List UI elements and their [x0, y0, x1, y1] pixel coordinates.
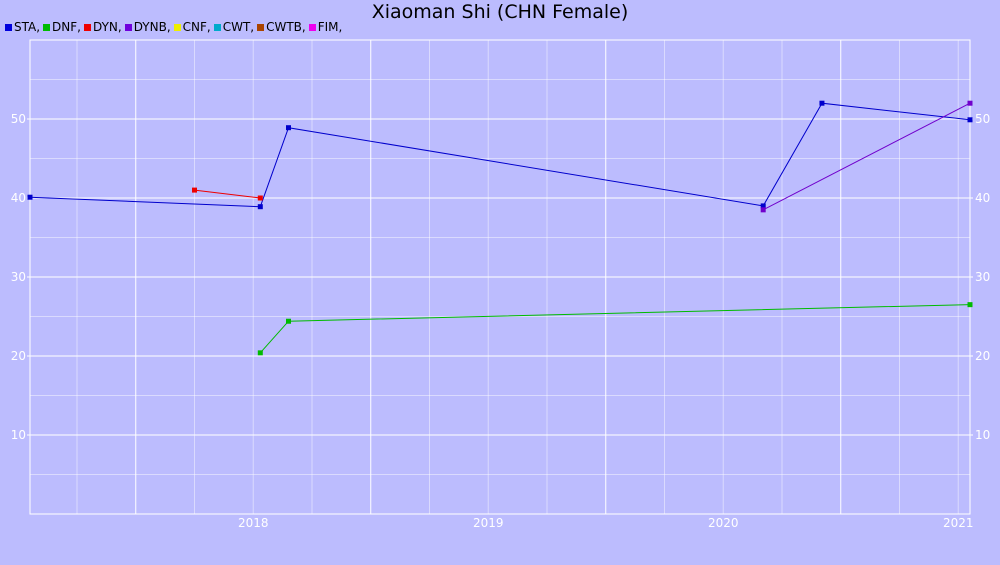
data-point-sta — [967, 117, 973, 123]
data-point-sta — [286, 125, 291, 131]
series-line-sta — [29, 102, 971, 208]
y-tick-label-right: 30 — [975, 270, 990, 284]
y-tick-label-left: 50 — [11, 112, 26, 126]
legend-swatch — [308, 23, 316, 31]
grid — [30, 40, 970, 514]
x-tick-label: 2019 — [473, 516, 504, 530]
legend-swatch — [213, 23, 221, 31]
legend-item: DYN, — [83, 20, 122, 34]
legend-label: CWT, — [222, 20, 255, 34]
legend-item: DYNB, — [124, 20, 171, 34]
y-tick-label-right: 10 — [975, 428, 990, 442]
data-point-dynb — [760, 207, 766, 213]
legend-item: CNF, — [173, 20, 211, 34]
data-point-sta — [819, 100, 825, 106]
legend-swatch — [5, 23, 12, 31]
legend-swatch — [257, 23, 265, 31]
y-tick-label-left: 30 — [11, 270, 26, 284]
legend-swatch — [173, 23, 181, 31]
y-tick-label-right: 50 — [975, 112, 990, 126]
data-point-dnf — [286, 318, 291, 324]
y-tick-label-left: 40 — [11, 191, 26, 205]
legend-label: FIM, — [317, 20, 343, 34]
legend-item: CWTB, — [257, 20, 306, 34]
data-point-sta — [257, 204, 263, 210]
x-tick-label: 2021 — [943, 516, 974, 530]
legend-label: DYN, — [92, 20, 122, 34]
legend-swatch — [124, 23, 132, 31]
data-point-dynb — [967, 100, 973, 106]
series-line-dyn — [194, 189, 261, 199]
series-line-dnf — [259, 304, 971, 354]
data-point-dnf — [257, 350, 263, 356]
data-point-dnf — [967, 302, 973, 308]
legend-label: DYNB, — [133, 20, 171, 34]
legend-label: CNF, — [182, 20, 211, 34]
x-tick-label: 2018 — [238, 516, 269, 530]
x-tick-label: 2020 — [708, 516, 739, 530]
legend-label: DNF, — [52, 20, 81, 34]
legend: STA, DNF, DYN, DYNB, CNF, CWT, CWTB, FIM, — [5, 20, 345, 34]
y-tick-label-right: 20 — [975, 349, 990, 363]
legend-item: FIM, — [308, 20, 343, 34]
series — [27, 100, 973, 356]
data-point-dyn — [192, 187, 197, 193]
legend-label: STA, — [14, 20, 41, 34]
series-line-dynb — [762, 102, 971, 211]
legend-item: CWT, — [213, 20, 255, 34]
y-tick-label-left: 10 — [11, 428, 26, 442]
legend-item: STA, — [5, 20, 40, 34]
legend-label: CWTB, — [266, 20, 306, 34]
data-point-sta — [27, 194, 33, 200]
data-point-dyn — [257, 195, 263, 201]
legend-item: DNF, — [43, 20, 81, 34]
y-tick-label-left: 20 — [11, 349, 26, 363]
y-tick-label-right: 40 — [975, 191, 990, 205]
data-point-sta — [760, 203, 766, 209]
chart-title: Xiaoman Shi (CHN Female) — [371, 1, 629, 23]
legend-swatch — [83, 23, 91, 31]
legend-swatch — [43, 23, 51, 31]
